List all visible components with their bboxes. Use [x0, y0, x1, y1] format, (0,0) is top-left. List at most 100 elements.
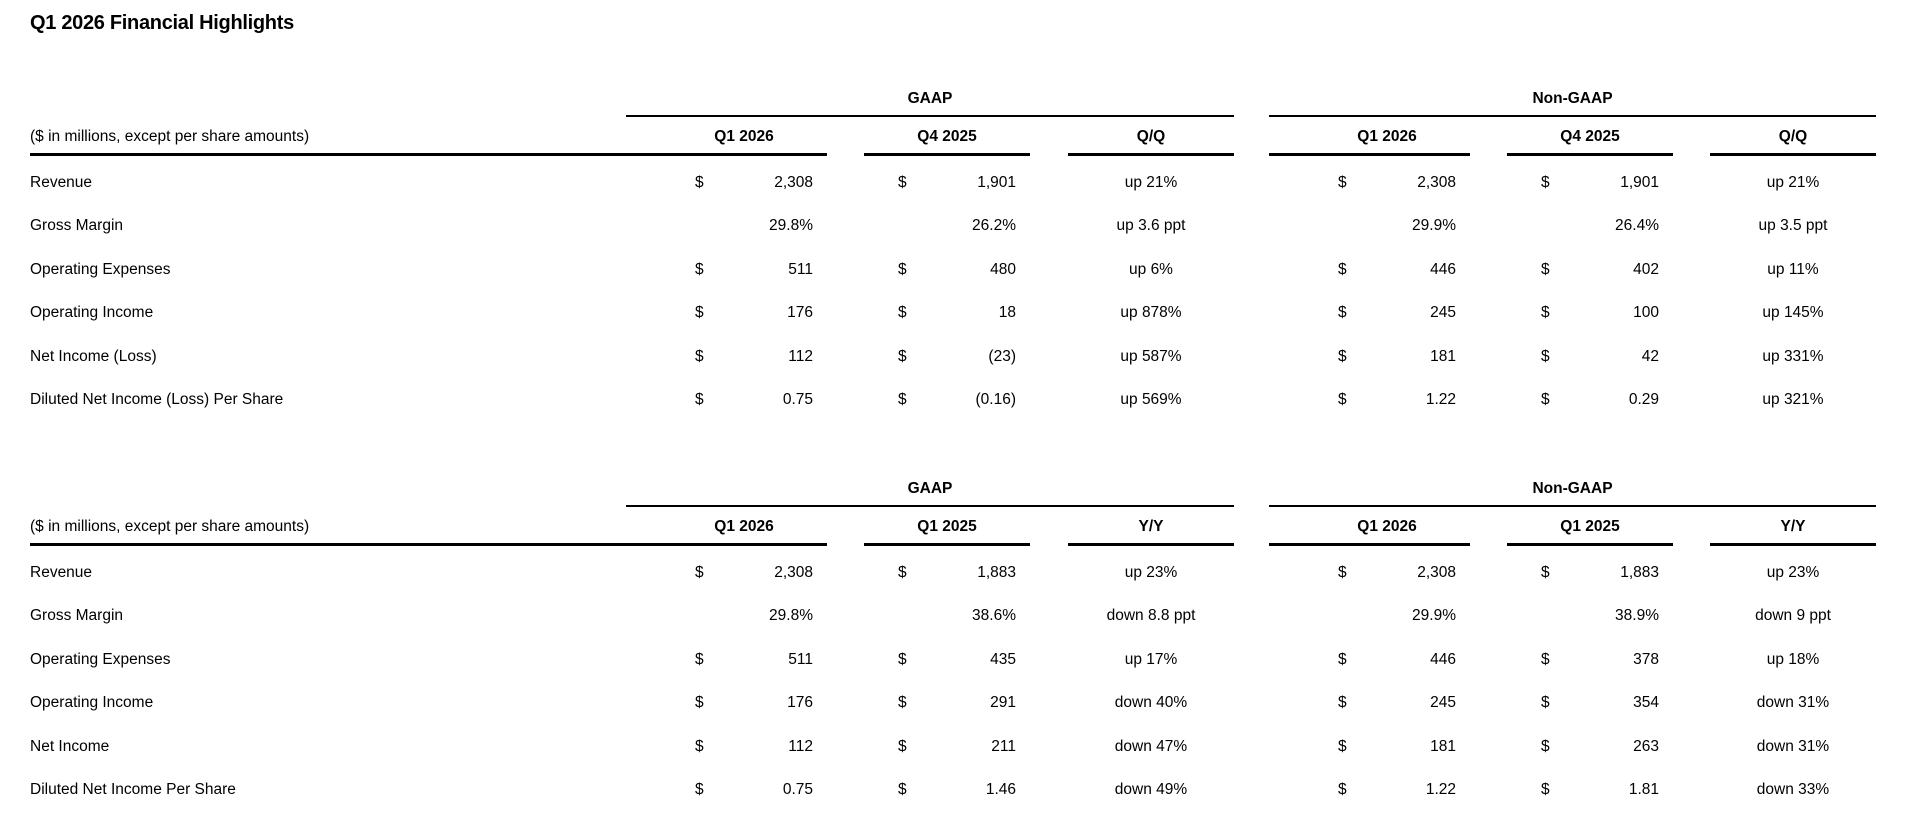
value-text: (23) [988, 347, 1016, 365]
value-cell: up 23% [1068, 551, 1234, 595]
value-cell: $ 378 [1507, 638, 1673, 682]
value-text: 1,901 [977, 173, 1016, 191]
value-text: up 587% [1120, 347, 1182, 365]
table-row: Operating Income $ 176 $ 291 down 40% $ … [30, 682, 1876, 726]
currency-symbol: $ [695, 304, 704, 322]
value-cell: $ 18 [864, 292, 1030, 336]
currency-symbol: $ [695, 781, 704, 799]
currency-symbol: $ [1338, 737, 1347, 755]
value-text: 176 [787, 304, 813, 322]
value-cell: 38.9% [1507, 595, 1673, 639]
currency-symbol: $ [1338, 304, 1347, 322]
value-text: (0.16) [975, 391, 1017, 409]
table-row: Net Income (Loss) $ 112 $ (23) up 587% $… [30, 335, 1876, 379]
table-body: Revenue $ 2,308 $ 1,883 up 23% $ 2,308 $… [30, 546, 1876, 812]
value-text: 435 [990, 650, 1016, 668]
column-header: Y/Y [1710, 507, 1876, 546]
value-cell: up 17% [1068, 638, 1234, 682]
value-cell: up 3.6 ppt [1068, 205, 1234, 249]
currency-symbol: $ [1338, 260, 1347, 278]
value-text: up 145% [1762, 304, 1824, 322]
column-header: Q/Q [1710, 117, 1876, 156]
value-cell: down 9 ppt [1710, 595, 1876, 639]
value-cell: 38.6% [864, 595, 1030, 639]
value-text: 402 [1633, 260, 1659, 278]
column-header: Q1 2025 [864, 507, 1030, 546]
value-cell: $ 176 [661, 292, 827, 336]
metric-label: Operating Income [30, 694, 154, 712]
value-text: up 17% [1124, 650, 1178, 668]
value-cell: $ 112 [661, 725, 827, 769]
currency-symbol: $ [695, 650, 704, 668]
value-cell: $ 263 [1507, 725, 1673, 769]
value-cell: $ 100 [1507, 292, 1673, 336]
value-text: down 47% [1114, 737, 1188, 755]
currency-symbol: $ [1541, 260, 1550, 278]
value-cell: up 145% [1710, 292, 1876, 336]
currency-symbol: $ [898, 563, 907, 581]
value-cell: $ 0.29 [1507, 379, 1673, 423]
value-cell: $ 402 [1507, 248, 1673, 292]
value-cell: up 23% [1710, 551, 1876, 595]
value-cell: up 587% [1068, 335, 1234, 379]
value-cell: $ 245 [1304, 292, 1470, 336]
value-cell: 26.4% [1507, 205, 1673, 249]
value-cell: 29.8% [661, 595, 827, 639]
table-body: Revenue $ 2,308 $ 1,901 up 21% $ 2,308 $… [30, 156, 1876, 422]
value-text: 176 [787, 694, 813, 712]
value-cell: $ 1,883 [1507, 551, 1673, 595]
metric-label: Net Income [30, 737, 110, 755]
value-text: 38.6% [972, 607, 1016, 625]
value-cell: $ 181 [1304, 335, 1470, 379]
currency-symbol: $ [1338, 391, 1347, 409]
currency-symbol: $ [695, 347, 704, 365]
value-cell: $ 1.22 [1304, 379, 1470, 423]
value-cell: $ 1.22 [1304, 769, 1470, 813]
metric-label: Revenue [30, 563, 93, 581]
value-text: 29.8% [769, 607, 813, 625]
group-header-row: GAAP Non-GAAP [30, 87, 1876, 117]
column-header: Q/Q [1068, 117, 1234, 156]
value-cell: 29.9% [1304, 205, 1470, 249]
value-text: up 878% [1120, 304, 1182, 322]
currency-symbol: $ [1541, 304, 1550, 322]
value-cell: $ 480 [864, 248, 1030, 292]
value-cell: 26.2% [864, 205, 1030, 249]
value-text: 26.2% [972, 217, 1016, 235]
currency-symbol: $ [1338, 694, 1347, 712]
currency-symbol: $ [1541, 694, 1550, 712]
value-text: 480 [990, 260, 1016, 278]
table-row: Net Income $ 112 $ 211 down 47% $ 181 $ … [30, 725, 1876, 769]
value-text: down 8.8 ppt [1106, 607, 1196, 625]
value-cell: $ 291 [864, 682, 1030, 726]
value-cell: $ 176 [661, 682, 827, 726]
currency-symbol: $ [695, 737, 704, 755]
currency-symbol: $ [898, 391, 907, 409]
currency-symbol: $ [695, 563, 704, 581]
table-row: Diluted Net Income Per Share $ 0.75 $ 1.… [30, 769, 1876, 813]
value-text: 112 [788, 737, 813, 755]
value-text: down 31% [1756, 694, 1830, 712]
currency-symbol: $ [1338, 347, 1347, 365]
value-text: 181 [1430, 347, 1456, 365]
value-text: 211 [991, 737, 1016, 755]
value-text: down 9 ppt [1755, 607, 1831, 625]
table-row: Operating Expenses $ 511 $ 435 up 17% $ … [30, 638, 1876, 682]
page-title: Q1 2026 Financial Highlights [30, 12, 294, 34]
value-cell: up 11% [1710, 248, 1876, 292]
value-text: 378 [1633, 650, 1659, 668]
value-text: 245 [1430, 304, 1456, 322]
value-text: up 18% [1766, 650, 1820, 668]
value-text: 446 [1430, 260, 1456, 278]
currency-symbol: $ [1338, 650, 1347, 668]
value-cell: $ 511 [661, 638, 827, 682]
value-cell: $ 0.75 [661, 379, 827, 423]
value-text: 42 [1641, 347, 1659, 365]
value-cell: $ 1.46 [864, 769, 1030, 813]
value-text: up 321% [1762, 391, 1824, 409]
currency-symbol: $ [898, 694, 907, 712]
value-cell: $ 1,883 [864, 551, 1030, 595]
currency-symbol: $ [695, 391, 704, 409]
group-label-spacer [30, 87, 626, 117]
currency-symbol: $ [1541, 781, 1550, 799]
